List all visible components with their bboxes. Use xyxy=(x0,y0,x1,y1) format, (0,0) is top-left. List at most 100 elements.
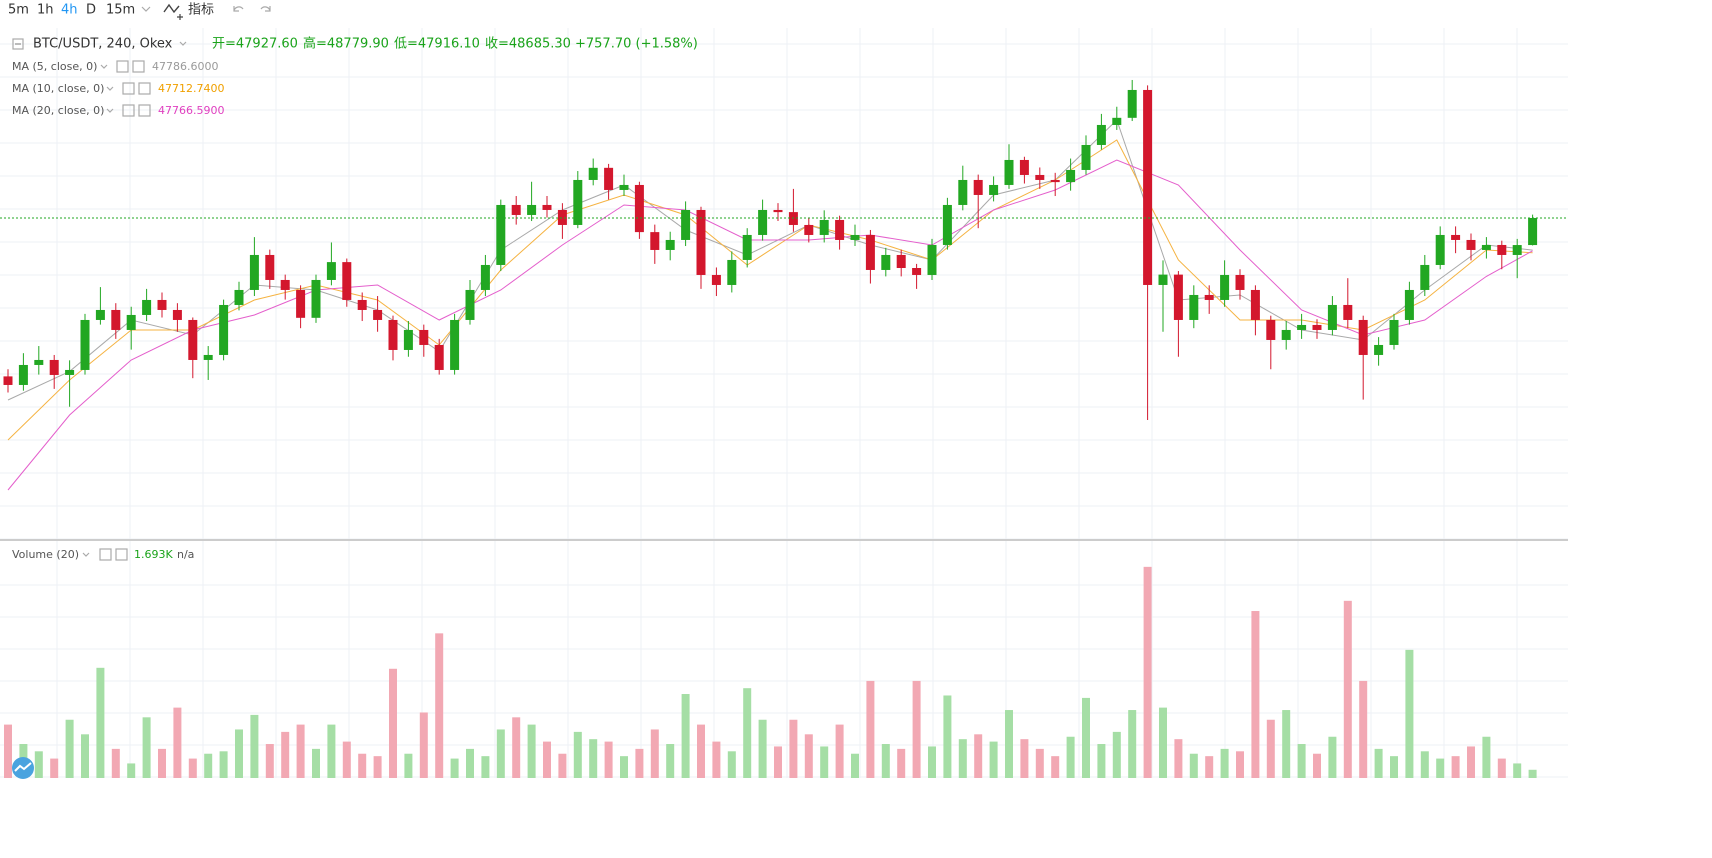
candle-body xyxy=(958,179,968,205)
volume-bar xyxy=(1066,736,1075,778)
candle-body xyxy=(742,234,752,260)
volume-bar xyxy=(1220,748,1229,778)
volume-bar xyxy=(1328,736,1337,778)
volume-bar xyxy=(1128,710,1137,778)
candle-body xyxy=(496,204,506,265)
collapse-icon[interactable] xyxy=(12,38,24,50)
ohlc-close: 收=48685.30 xyxy=(485,37,571,52)
volume-bar xyxy=(681,694,690,778)
candle-body xyxy=(65,369,75,375)
candle-body xyxy=(1358,319,1368,355)
volume-bar xyxy=(281,731,290,778)
ma-dropdown xyxy=(106,86,114,91)
candle-body xyxy=(588,167,598,180)
volume-value: 1.693K xyxy=(134,548,173,561)
candle-body xyxy=(265,254,275,280)
candle-body xyxy=(1158,274,1168,285)
candle-body xyxy=(357,299,367,310)
ma-line xyxy=(7,159,1533,491)
candle-body xyxy=(1420,264,1430,290)
symbol-dropdown[interactable] xyxy=(179,41,187,46)
interval[interactable]: 15m xyxy=(106,3,135,18)
volume-bar xyxy=(250,714,259,778)
indicator-icon[interactable] xyxy=(163,3,180,14)
volume-bar xyxy=(558,753,567,778)
redo[interactable] xyxy=(260,6,271,12)
candle-body xyxy=(665,239,675,250)
volume-bar xyxy=(404,753,413,778)
candle-body xyxy=(1374,344,1384,355)
logo-mark xyxy=(14,762,32,772)
candle-body xyxy=(1004,159,1014,185)
interval[interactable]: D xyxy=(86,3,96,18)
candle-body xyxy=(342,262,352,300)
volume-bar xyxy=(1467,746,1475,778)
undo[interactable] xyxy=(233,6,244,12)
volume-bar xyxy=(96,667,105,778)
volume-dropdown[interactable] xyxy=(82,552,90,557)
candle-body xyxy=(542,204,552,210)
volume-bar xyxy=(512,717,521,778)
ohlc-low: 低=47916.10 xyxy=(394,37,480,52)
interval-dropdown[interactable] xyxy=(141,6,151,12)
grid xyxy=(0,28,1568,778)
candle-body xyxy=(1466,239,1476,250)
interval[interactable]: 1h xyxy=(37,3,54,18)
volume-bar xyxy=(34,751,43,778)
candle-body xyxy=(912,268,922,275)
volume-bar xyxy=(4,724,12,778)
candle-body xyxy=(1112,117,1122,125)
candle-body xyxy=(280,279,290,290)
candle-body xyxy=(1266,319,1276,340)
candle-body xyxy=(157,299,167,310)
ma-name: MA (10, close, 0) xyxy=(12,82,104,95)
interval[interactable]: 4h xyxy=(61,3,78,18)
interval[interactable]: 5m xyxy=(8,3,29,18)
volume-bar xyxy=(1189,753,1198,778)
ma-dropdown xyxy=(106,108,114,113)
volume-bar xyxy=(758,719,767,778)
candle-body xyxy=(681,209,691,240)
volume-bar xyxy=(1436,758,1445,778)
candle-body xyxy=(1235,274,1245,290)
volume-bar xyxy=(481,756,490,778)
candle-body xyxy=(1066,169,1076,183)
remove-icon[interactable] xyxy=(115,548,128,561)
volume-bar xyxy=(1390,756,1398,778)
candle-body xyxy=(573,179,583,225)
volume-bar xyxy=(1451,756,1460,778)
candle-body xyxy=(619,184,629,190)
candle-body xyxy=(111,309,121,330)
volume-bar xyxy=(820,746,829,778)
ma-value: 47766.5900 xyxy=(158,104,224,117)
candle-body xyxy=(1204,294,1214,300)
volume-status: n/a xyxy=(177,548,194,561)
volume-bar xyxy=(1528,769,1537,778)
volume-bar xyxy=(373,756,382,778)
candle-body xyxy=(604,167,614,190)
candle-body xyxy=(95,309,105,320)
candle-body xyxy=(1451,234,1461,240)
volume-bar xyxy=(127,763,136,778)
candle-body xyxy=(388,319,398,350)
candle-body xyxy=(34,359,44,365)
volume-bar xyxy=(219,751,228,778)
volume-bar xyxy=(989,741,998,778)
candle-body xyxy=(1481,244,1491,250)
candle-body xyxy=(527,204,537,215)
indicators-button[interactable]: 指标 xyxy=(188,3,214,18)
visibility-icon[interactable] xyxy=(99,548,112,561)
candle-body xyxy=(1343,304,1353,320)
volume-bar xyxy=(1143,566,1152,778)
ma-value: 47786.6000 xyxy=(152,60,218,73)
candle-body xyxy=(896,254,906,268)
volume-pane xyxy=(4,566,1537,778)
candle-body xyxy=(1250,289,1260,320)
candle-body xyxy=(727,259,737,285)
candle-body xyxy=(788,212,798,225)
candle-body xyxy=(18,364,28,385)
ohlc-open: 开=47927.60 xyxy=(212,37,298,52)
volume-bar xyxy=(666,744,675,778)
candle-body xyxy=(835,219,845,240)
volume-bar xyxy=(173,707,182,778)
